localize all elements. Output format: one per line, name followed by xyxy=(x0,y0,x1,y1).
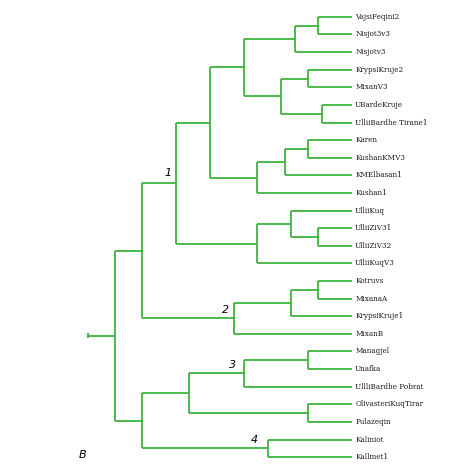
Text: Pulazeqin: Pulazeqin xyxy=(355,418,391,426)
Text: Nisjotv3: Nisjotv3 xyxy=(355,48,385,56)
Text: UlliiBardhe Tirane1: UlliiBardhe Tirane1 xyxy=(355,118,428,127)
Text: Managjel: Managjel xyxy=(355,347,389,356)
Text: UlliiZiV31: UlliiZiV31 xyxy=(355,224,392,232)
Text: Nisjot3v3: Nisjot3v3 xyxy=(355,30,390,38)
Text: UlliiKuq: UlliiKuq xyxy=(355,207,385,215)
Text: KrypsiKruje2: KrypsiKruje2 xyxy=(355,66,403,73)
Text: MixanV3: MixanV3 xyxy=(355,83,388,91)
Text: 1: 1 xyxy=(164,168,171,178)
Text: UlliiZiV32: UlliiZiV32 xyxy=(355,242,392,250)
Text: KushanKMV3: KushanKMV3 xyxy=(355,154,405,162)
Text: Kaliniot: Kaliniot xyxy=(355,436,383,444)
Text: B: B xyxy=(79,450,87,460)
Text: Kushan1: Kushan1 xyxy=(355,189,387,197)
Text: 4: 4 xyxy=(251,435,258,445)
Text: OlivasteriKuqTirar: OlivasteriKuqTirar xyxy=(355,401,423,408)
Text: MixanB: MixanB xyxy=(355,330,383,338)
Text: 2: 2 xyxy=(222,305,229,315)
Text: Unafka: Unafka xyxy=(355,365,382,373)
Text: Kotruvs: Kotruvs xyxy=(355,277,383,285)
Text: 3: 3 xyxy=(228,360,236,370)
Text: Karen: Karen xyxy=(355,136,377,144)
Text: VajsiFeqini2: VajsiFeqini2 xyxy=(355,13,400,21)
Text: UBardeKruje: UBardeKruje xyxy=(355,101,403,109)
Text: KMElbasan1: KMElbasan1 xyxy=(355,172,402,179)
Text: KrypsiKruje1: KrypsiKruje1 xyxy=(355,312,403,320)
Text: UllliBardhe Pobrat: UllliBardhe Pobrat xyxy=(355,383,423,391)
Text: MixanaA: MixanaA xyxy=(355,295,387,302)
Text: Kallmet1: Kallmet1 xyxy=(355,453,388,461)
Text: UlliiKuqV3: UlliiKuqV3 xyxy=(355,259,395,267)
